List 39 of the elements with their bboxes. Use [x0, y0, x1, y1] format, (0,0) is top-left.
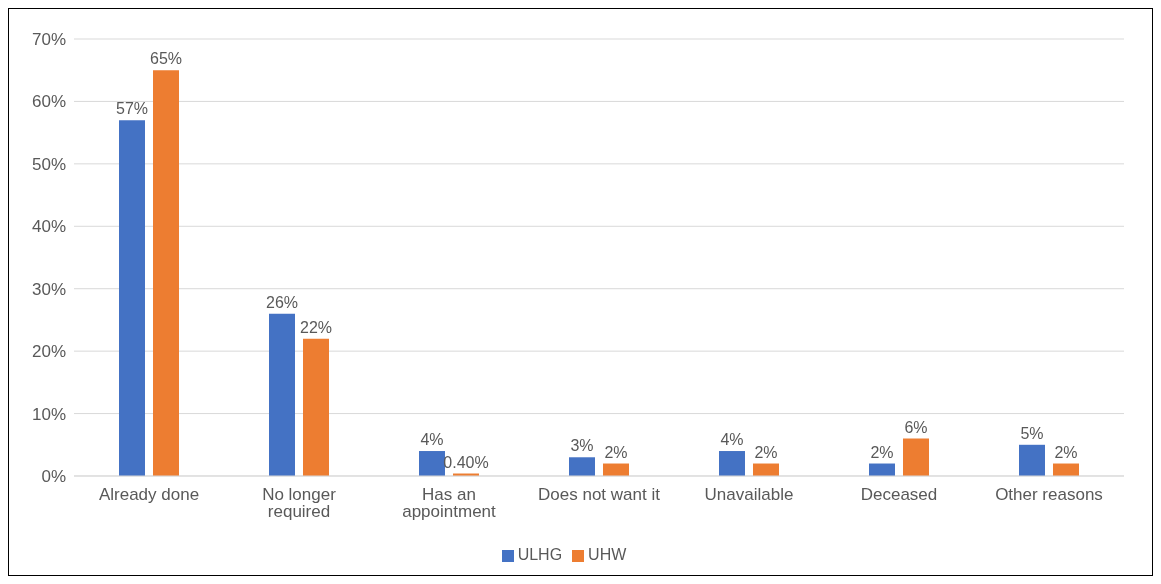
data-label: 22%: [299, 318, 333, 336]
bar: [419, 451, 445, 476]
y-tick-label: 40%: [31, 217, 66, 237]
y-tick-label: 30%: [31, 279, 66, 299]
bar: [269, 313, 295, 476]
x-tick-label: Already done: [98, 485, 200, 505]
bar: [903, 438, 929, 476]
x-tick-label: Has an appointment: [402, 485, 497, 522]
y-tick-label: 0%: [41, 467, 66, 487]
x-tick-label: Unavailable: [704, 485, 794, 505]
data-label: 65%: [149, 50, 183, 68]
y-tick-label: 10%: [31, 404, 66, 424]
legend-label: ULHG: [517, 546, 563, 563]
data-label: 57%: [115, 100, 149, 118]
y-tick-label: 50%: [31, 154, 66, 174]
bar: [119, 120, 145, 476]
data-label: 4%: [420, 431, 444, 449]
data-label: 5%: [1020, 424, 1044, 442]
y-tick-label: 20%: [31, 342, 66, 362]
bar: [569, 457, 595, 476]
data-label: 2%: [604, 443, 628, 461]
x-tick-label: Does not want it: [538, 485, 661, 505]
y-tick-label: 70%: [31, 30, 66, 50]
legend-label: UHW: [588, 546, 627, 563]
y-tick-label: 60%: [31, 92, 66, 112]
data-label: 3%: [570, 437, 594, 455]
bar: [153, 70, 179, 476]
data-label: 2%: [1054, 443, 1078, 461]
x-tick-label: No longer required: [262, 485, 337, 522]
data-label: 26%: [265, 293, 299, 311]
data-label: 2%: [870, 443, 894, 461]
x-tick-label: Other reasons: [995, 485, 1103, 505]
data-label: 2%: [754, 443, 778, 461]
bar: [1019, 444, 1045, 476]
bar: [303, 338, 329, 476]
x-tick-label: Deceased: [860, 485, 938, 505]
data-label: 4%: [720, 431, 744, 449]
bar: [719, 451, 745, 476]
data-label: 6%: [904, 418, 928, 436]
